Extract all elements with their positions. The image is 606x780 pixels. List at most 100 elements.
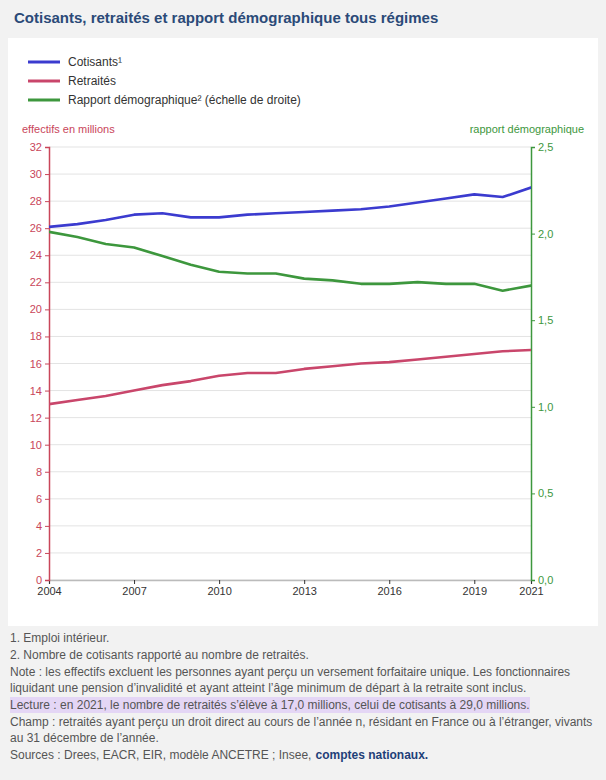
tick-label: 26 <box>30 222 42 234</box>
tick-mark <box>389 580 390 584</box>
tick-label: 2 <box>36 547 42 559</box>
legend-swatch <box>28 80 60 83</box>
tick-mark <box>45 336 49 337</box>
footnote: 1. Emploi intérieur. <box>10 630 596 646</box>
panel <box>8 38 598 626</box>
tick: 24 <box>30 249 49 261</box>
y2-axis: 0,0 0,5 1,0 1,5 2,0 2,5 <box>531 141 553 586</box>
axis-line <box>45 148 50 581</box>
y-axis: 02468101214161820222426283032 <box>30 141 50 586</box>
scope: Champ : retraités ayant perçu un droit d… <box>10 714 596 746</box>
grid-line <box>49 228 531 229</box>
grid <box>49 147 531 580</box>
grid-line <box>49 255 531 256</box>
tick-label: 2,0 <box>538 228 553 240</box>
tick: 2007 <box>122 580 146 597</box>
tick-label: 18 <box>30 330 42 342</box>
tick-label: 2010 <box>207 585 231 597</box>
tick-label: 6 <box>36 493 42 505</box>
sources-text: Sources : Drees, EACR, EIR, modèle ANCET… <box>10 748 311 762</box>
chart: Cotisants, retraités et rapport démograp… <box>0 0 606 628</box>
grid-line <box>49 498 531 499</box>
tick-label: 10 <box>30 439 42 451</box>
tick-mark <box>219 580 220 584</box>
tick-mark <box>45 147 49 148</box>
legend-label: Rapport démographique² (échelle de droit… <box>68 93 301 107</box>
tick: 0,0 <box>531 574 553 586</box>
tick-label: 4 <box>36 520 42 532</box>
tick-label: 28 <box>30 195 42 207</box>
tick-label: 12 <box>30 412 42 424</box>
tick-label: 2019 <box>463 585 487 597</box>
tick-label: 0,0 <box>538 574 553 586</box>
reading: Lecture : en 2021, le nombre de retraité… <box>10 697 530 713</box>
tick-mark <box>474 580 475 584</box>
grid-line <box>49 417 531 418</box>
tick: 14 <box>30 385 49 397</box>
tick: 2010 <box>207 580 231 597</box>
tick-label: 2004 <box>37 585 61 597</box>
tick: 0,5 <box>531 487 553 499</box>
tick-mark <box>45 282 49 283</box>
tick-mark <box>531 580 535 581</box>
tick-mark <box>45 499 49 500</box>
title: Cotisants, retraités et rapport démograp… <box>14 9 438 26</box>
tick-mark <box>531 493 535 494</box>
tick-label: 14 <box>30 385 42 397</box>
tick: 1,0 <box>531 401 553 413</box>
tick: 4 <box>36 520 49 532</box>
x-axis: 2004200720102013201620192021 <box>37 580 543 597</box>
tick-mark <box>45 255 49 256</box>
tick-mark <box>45 364 49 365</box>
tick-mark <box>304 580 305 584</box>
tick: 22 <box>30 276 49 288</box>
tick-mark <box>45 580 49 581</box>
tick-mark <box>45 472 49 473</box>
tick-label: 20 <box>30 303 42 315</box>
tick-label: 22 <box>30 276 42 288</box>
tick-label: 1,5 <box>538 314 553 326</box>
tick-label: 32 <box>30 141 42 153</box>
grid-line <box>49 363 531 364</box>
plot <box>49 188 531 405</box>
tick-mark <box>134 580 135 584</box>
y-axis-label: effectifs en millions <box>22 123 115 135</box>
tick-label: 2,5 <box>538 141 553 153</box>
legend: Cotisants¹RetraitésRapport démographique… <box>28 55 301 107</box>
tick: 2019 <box>463 580 487 597</box>
grid-line <box>49 147 531 148</box>
series-line <box>49 350 531 404</box>
tick: 2 <box>36 547 49 559</box>
legend-label: Cotisants¹ <box>68 55 122 69</box>
y2-axis-label: rapport démographique <box>470 123 584 135</box>
tick: 6 <box>36 493 49 505</box>
tick-mark <box>45 391 49 392</box>
tick-label: 2007 <box>122 585 146 597</box>
series-line <box>49 232 531 291</box>
tick-mark <box>531 320 535 321</box>
sources-link: comptes nationaux. <box>315 748 428 762</box>
tick-mark <box>45 309 49 310</box>
tick: 0 <box>36 574 49 586</box>
tick-label: 2016 <box>377 585 401 597</box>
tick-mark <box>45 445 49 446</box>
tick: 8 <box>36 466 49 478</box>
tick: 28 <box>30 195 49 207</box>
notes: 1. Emploi intérieur.2. Nombre de cotisan… <box>10 630 596 764</box>
tick: 12 <box>30 412 49 424</box>
legend-swatch <box>28 99 60 102</box>
tick-label: 24 <box>30 249 42 261</box>
tick-mark <box>45 201 49 202</box>
grid-line <box>49 552 531 553</box>
grid-line <box>49 174 531 175</box>
tick-mark <box>45 228 49 229</box>
tick: 16 <box>30 358 49 370</box>
tick-mark <box>531 147 535 148</box>
grid-line <box>49 525 531 526</box>
grid-line <box>49 444 531 445</box>
tick-mark <box>531 407 535 408</box>
tick-label: 0,5 <box>538 487 553 499</box>
tick-label: 8 <box>36 466 42 478</box>
tick-mark <box>45 526 49 527</box>
tick: 32 <box>30 141 49 153</box>
